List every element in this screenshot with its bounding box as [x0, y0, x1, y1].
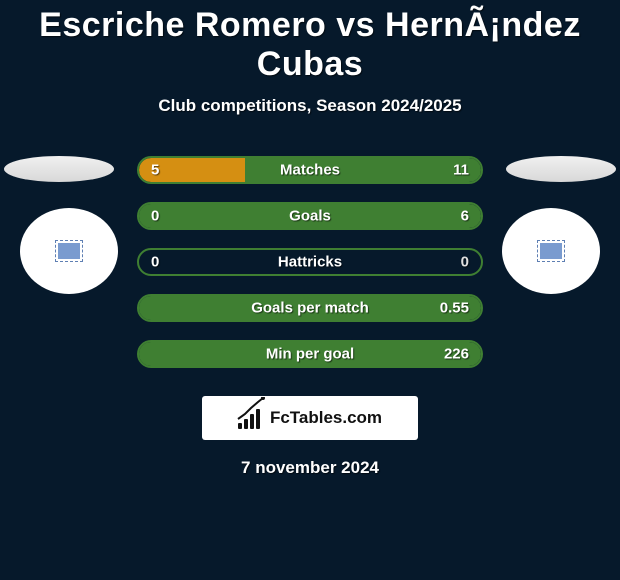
comparison-stage: 5 11 Matches 0 6 Goals 0 0 Hattricks 0.55 Goals pe… [0, 156, 620, 368]
date-label: 7 november 2024 [0, 458, 620, 478]
stat-label: Hattricks [278, 254, 342, 271]
page-subtitle: Club competitions, Season 2024/2025 [0, 96, 620, 116]
brand-chart-icon [238, 407, 264, 429]
stat-label: Goals per match [251, 300, 369, 317]
stat-bars: 5 11 Matches 0 6 Goals 0 0 Hattricks 0.55 Goals pe… [137, 156, 483, 368]
stat-value-left: 5 [151, 162, 159, 179]
stat-label: Goals [289, 208, 331, 225]
stat-bar: 0 6 Goals [137, 202, 483, 230]
stat-label: Matches [280, 162, 340, 179]
brand-badge[interactable]: FcTables.com [202, 396, 418, 440]
stat-value-left: 0 [151, 208, 159, 225]
stat-value-right: 0 [461, 254, 469, 271]
player2-badge [502, 208, 600, 294]
stat-bar: 0 0 Hattricks [137, 248, 483, 276]
player1-badge [20, 208, 118, 294]
player1-flag [4, 156, 114, 182]
brand-text: FcTables.com [270, 408, 382, 428]
player2-badge-icon [540, 243, 562, 259]
stat-value-right: 6 [461, 208, 469, 225]
stat-bar: 5 11 Matches [137, 156, 483, 184]
stat-label: Min per goal [266, 346, 354, 363]
stat-value-right: 0.55 [440, 300, 469, 317]
player2-flag [506, 156, 616, 182]
stat-value-right: 11 [453, 162, 469, 179]
stat-value-right: 226 [444, 346, 469, 363]
player1-badge-icon [58, 243, 80, 259]
stat-value-left: 0 [151, 254, 159, 271]
stat-bar: 226 Min per goal [137, 340, 483, 368]
page-title: Escriche Romero vs HernÃ¡ndez Cubas [0, 0, 620, 84]
stat-bar: 0.55 Goals per match [137, 294, 483, 322]
